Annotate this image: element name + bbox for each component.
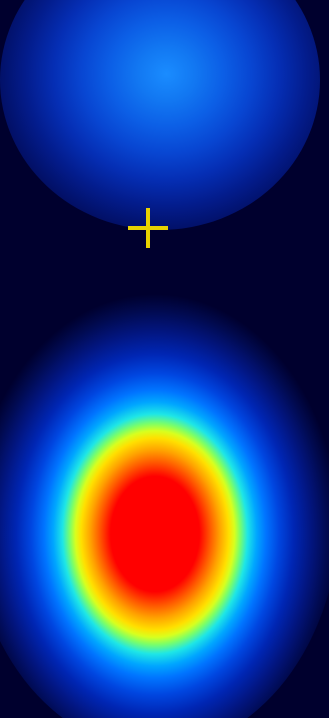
crosshair-vertical-bar bbox=[146, 208, 150, 248]
crosshair-icon bbox=[128, 208, 168, 248]
lower-intensity-blob bbox=[0, 270, 329, 718]
upper-intensity-blob bbox=[0, 0, 320, 230]
